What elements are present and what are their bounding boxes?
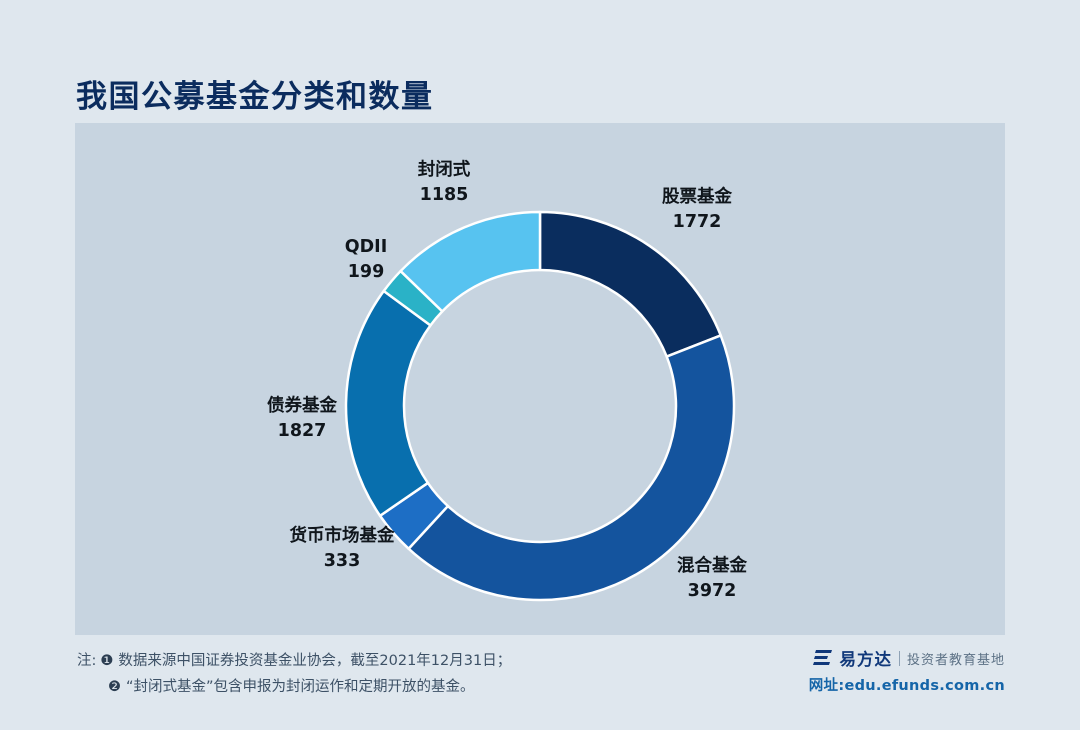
note-line-2: ❷ “封闭式基金”包含申报为封闭运作和定期开放的基金。 [77,674,511,700]
note-2-marker: ❷ [108,679,121,695]
donut-segment-1 [407,334,736,602]
page-title: 我国公募基金分类和数量 [76,78,434,115]
segment-name: 混合基金 [677,556,747,576]
segment-label-mixed-funds: 混合基金 3972 [677,554,747,604]
segment-name: 封闭式 [417,160,471,180]
segment-value: 3972 [687,581,737,601]
note-line-1: 注: ❶ 数据来源中国证券投资基金业协会，截至2021年12月31日； [77,648,511,674]
segment-label-stock-funds: 股票基金 1772 [662,185,732,235]
donut-segment-5 [399,210,542,313]
notes-prefix: 注: [77,653,97,669]
notes: 注: ❶ 数据来源中国证券投资基金业协会，截至2021年12月31日； ❷ “封闭式基… [77,648,511,700]
segment-label-money-market-funds: 货币市场基金 333 [290,524,395,574]
segment-value: 1827 [277,421,327,441]
segment-name: QDII [344,237,388,257]
segment-value: 1772 [672,212,722,232]
donut-chart [344,210,736,602]
note-1-marker: ❶ [100,653,114,669]
note-2-text: “封闭式基金”包含申报为封闭运作和定期开放的基金。 [126,679,475,695]
segment-name: 货币市场基金 [289,526,395,546]
efunds-logo-icon [812,650,833,666]
footer: 易方达 投资者教育基地 网址:edu.efunds.com.cn [809,648,1005,695]
segment-value: 333 [323,551,361,571]
brand-row: 易方达 投资者教育基地 [809,648,1005,669]
segment-name: 股票基金 [662,187,732,207]
website-url: 网址:edu.efunds.com.cn [808,678,1005,694]
footer-divider [898,650,900,666]
segment-label-closed-end: 封闭式 1185 [418,158,471,208]
brand-tagline: 投资者教育基地 [906,652,1005,668]
segment-name: 债券基金 [267,396,337,416]
chart-panel: 股票基金 1772 混合基金 3972 货币市场基金 333 债券基金 1827… [75,123,1005,635]
brand-name: 易方达 [839,650,892,669]
segment-value: 1185 [419,185,469,205]
segment-value: 199 [347,262,385,282]
donut-segment-3 [344,289,432,518]
note-1-text: 数据来源中国证券投资基金业协会，截至2021年12月31日； [118,653,512,669]
segment-label-bond-funds: 债券基金 1827 [267,394,337,444]
segment-label-qdii: QDII 199 [345,235,387,285]
